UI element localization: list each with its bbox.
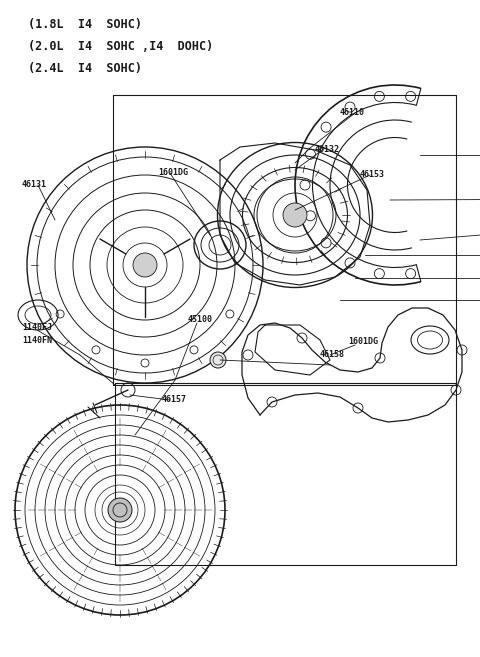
Text: (2.4L  I4  SOHC): (2.4L I4 SOHC) <box>28 62 142 75</box>
Text: 1140FJ: 1140FJ <box>22 323 52 332</box>
Text: 46110: 46110 <box>340 108 365 117</box>
Circle shape <box>108 498 132 522</box>
Text: 46153: 46153 <box>360 170 385 179</box>
Circle shape <box>133 253 157 277</box>
Text: 46131: 46131 <box>22 180 47 189</box>
Text: 1601DG: 1601DG <box>158 168 188 177</box>
Text: 46158: 46158 <box>320 350 345 359</box>
Text: 46157: 46157 <box>162 395 187 404</box>
Text: (1.8L  I4  SOHC): (1.8L I4 SOHC) <box>28 18 142 31</box>
Text: 46132: 46132 <box>315 145 340 154</box>
Circle shape <box>283 203 307 227</box>
Text: 45100: 45100 <box>188 315 213 324</box>
Text: 1601DG: 1601DG <box>348 337 378 346</box>
Text: 1140FN: 1140FN <box>22 336 52 345</box>
Circle shape <box>210 352 226 368</box>
Text: (2.0L  I4  SOHC ,I4  DOHC): (2.0L I4 SOHC ,I4 DOHC) <box>28 40 213 53</box>
